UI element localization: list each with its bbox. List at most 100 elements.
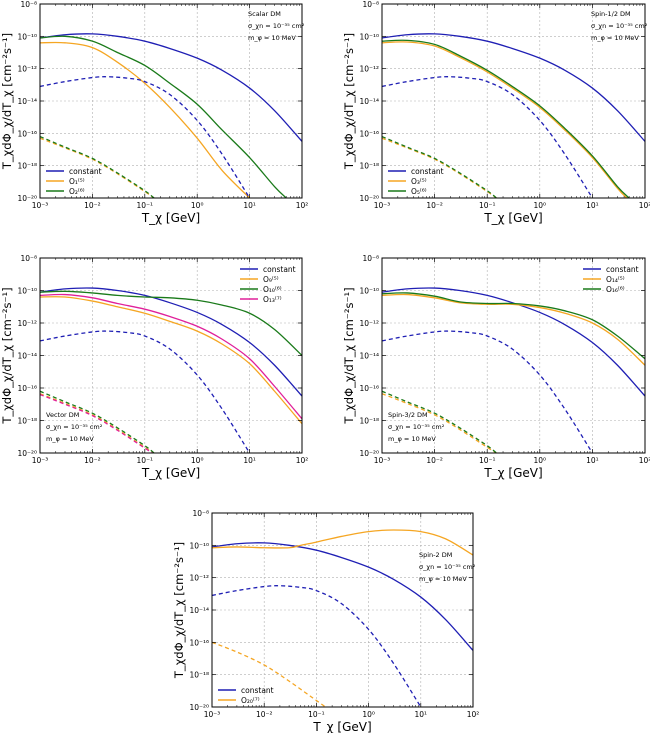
series-group (382, 287, 645, 453)
legend-label: constant (263, 265, 296, 274)
x-tick-label: 10⁻² (84, 201, 101, 210)
y-tick-label: 10⁻¹⁸ (359, 162, 379, 171)
series-group (40, 287, 302, 453)
series-line-0 (40, 33, 302, 142)
y-tick-label: 10⁻⁸ (192, 509, 209, 518)
x-axis-label: T_χ [GeV] (483, 466, 542, 480)
grid (382, 258, 645, 453)
x-tick-label: 10² (296, 201, 309, 210)
x-tick-label: 10⁻¹ (479, 201, 496, 210)
series-line-2 (382, 39, 630, 198)
y-tick-label: 10⁻¹⁸ (17, 162, 37, 171)
series-line-dashed-3 (212, 641, 326, 707)
y-tick-label: 10⁻¹⁶ (359, 384, 379, 393)
ticks (381, 257, 646, 454)
y-tick-label: 10⁻²⁰ (359, 194, 379, 203)
ticks (39, 3, 303, 199)
legend-label: O₉⁽⁵⁾ (263, 275, 279, 284)
x-tick-label: 10¹ (243, 201, 256, 210)
legend-label: O₂₀⁽⁷⁾ (241, 696, 260, 705)
y-tick-label: 10⁻¹² (359, 319, 379, 328)
legend-item: constant (388, 167, 444, 176)
x-tick-label: 10² (467, 710, 480, 719)
annotation-line: Spin-2 DM (419, 551, 452, 559)
ticks (381, 3, 646, 199)
series-line-2 (382, 292, 645, 360)
legend-item: O₉⁽⁵⁾ (240, 275, 279, 284)
panel-vector: 10⁻³ 10⁻² 10⁻¹ 10⁰ 10¹ 10² 10⁻²⁰ 10⁻¹⁸ 10⁻¹⁶ 10⁻¹… (0, 254, 308, 480)
y-tick-label: 10⁻¹⁰ (17, 287, 37, 296)
y-tick-label: 10⁻⁸ (20, 254, 37, 263)
series-line-dashed-2 (212, 585, 422, 707)
series-line-0 (212, 542, 473, 651)
y-tick-label: 10⁻¹² (359, 65, 379, 74)
series-line-0 (40, 287, 302, 397)
series-line-dashed-3 (40, 76, 251, 198)
legend-item: constant (46, 167, 102, 176)
x-tick-label: 10⁻² (256, 710, 273, 719)
y-tick-label: 10⁻¹⁰ (359, 287, 379, 296)
annotation: Spin-1/2 DM σ_χn = 10⁻³⁵ cm² m_φ = 10 MeV (591, 10, 648, 42)
x-tick-label: 10⁰ (191, 456, 204, 465)
legend-item: O₂⁽⁶⁾ (46, 187, 85, 196)
x-tick-label: 10⁻³ (32, 201, 49, 210)
panel-scalar: 10⁻³ 10⁻² 10⁻¹ 10⁰ 10¹ 10² 10⁻²⁰ 10⁻¹⁸ 10⁻¹⁶ 10⁻¹… (0, 0, 308, 225)
series-line-dashed-3 (382, 76, 593, 198)
legend-label: constant (69, 167, 102, 176)
annotation-line: m_φ = 10 MeV (419, 575, 467, 583)
series-line-0 (382, 287, 645, 397)
y-tick-label: 10⁻²⁰ (17, 194, 37, 203)
annotation-line: Vector DM (46, 411, 79, 419)
series-line-dashed-7 (40, 393, 153, 453)
series-group (382, 33, 645, 198)
series-group (212, 529, 473, 707)
series-line-3 (40, 293, 302, 420)
x-axis-label: T_χ [GeV] (141, 466, 200, 480)
series-line-dashed-5 (40, 393, 155, 453)
panel-spin-1/2: 10⁻³ 10⁻² 10⁻¹ 10⁰ 10¹ 10² 10⁻²⁰ 10⁻¹⁸ 10⁻¹⁶ 10⁻¹… (342, 0, 650, 225)
x-tick-label: 10² (639, 201, 650, 210)
grid (382, 4, 645, 198)
x-axis-label: T_χ [GeV] (483, 211, 542, 225)
y-tick-label: 10⁻²⁰ (189, 703, 209, 712)
legend-item: O₁₀⁽⁶⁾ (240, 285, 282, 294)
x-tick-label: 10¹ (586, 201, 599, 210)
y-tick-label: 10⁻¹² (17, 65, 37, 74)
x-tick-label: 10⁰ (191, 201, 204, 210)
legend-label: O₂⁽⁶⁾ (69, 187, 85, 196)
ticks (211, 512, 474, 708)
series-line-dashed-4 (382, 393, 497, 453)
annotation-line: σ_χn = 10⁻³⁵ cm² (591, 22, 648, 30)
x-tick-label: 10⁻² (84, 456, 101, 465)
legend-item: constant (240, 265, 296, 274)
x-tick-label: 10⁰ (534, 201, 547, 210)
y-tick-label: 10⁻¹⁴ (359, 352, 379, 361)
y-tick-label: 10⁻¹⁸ (17, 417, 37, 426)
x-axis-label: T_χ [GeV] (141, 211, 200, 225)
legend-label: constant (241, 686, 274, 695)
legend-label: constant (411, 167, 444, 176)
legend-label: O₁₃⁽⁷⁾ (263, 295, 282, 304)
x-axis-label: T_χ [GeV] (312, 720, 371, 733)
legend-item: O₁⁽⁵⁾ (46, 177, 85, 186)
y-tick-label: 10⁻¹⁰ (189, 541, 209, 550)
x-tick-label: 10⁰ (534, 456, 547, 465)
y-tick-label: 10⁻¹² (17, 319, 37, 328)
legend-label: O₁₄⁽⁵⁾ (606, 275, 625, 284)
y-tick-label: 10⁻¹⁴ (17, 352, 37, 361)
x-tick-label: 10⁻¹ (308, 710, 325, 719)
y-tick-label: 10⁻¹⁶ (189, 638, 209, 647)
x-tick-label: 10⁻¹ (137, 456, 154, 465)
series-line-dashed-5 (382, 390, 497, 453)
annotation-line: σ_χn = 10⁻³⁵ cm² (419, 563, 476, 571)
legend-label: O₁⁽⁵⁾ (69, 177, 85, 186)
y-tick-label: 10⁻⁸ (362, 0, 379, 9)
annotation-line: Spin-1/2 DM (591, 10, 631, 18)
y-tick-label: 10⁻¹⁸ (359, 417, 379, 426)
